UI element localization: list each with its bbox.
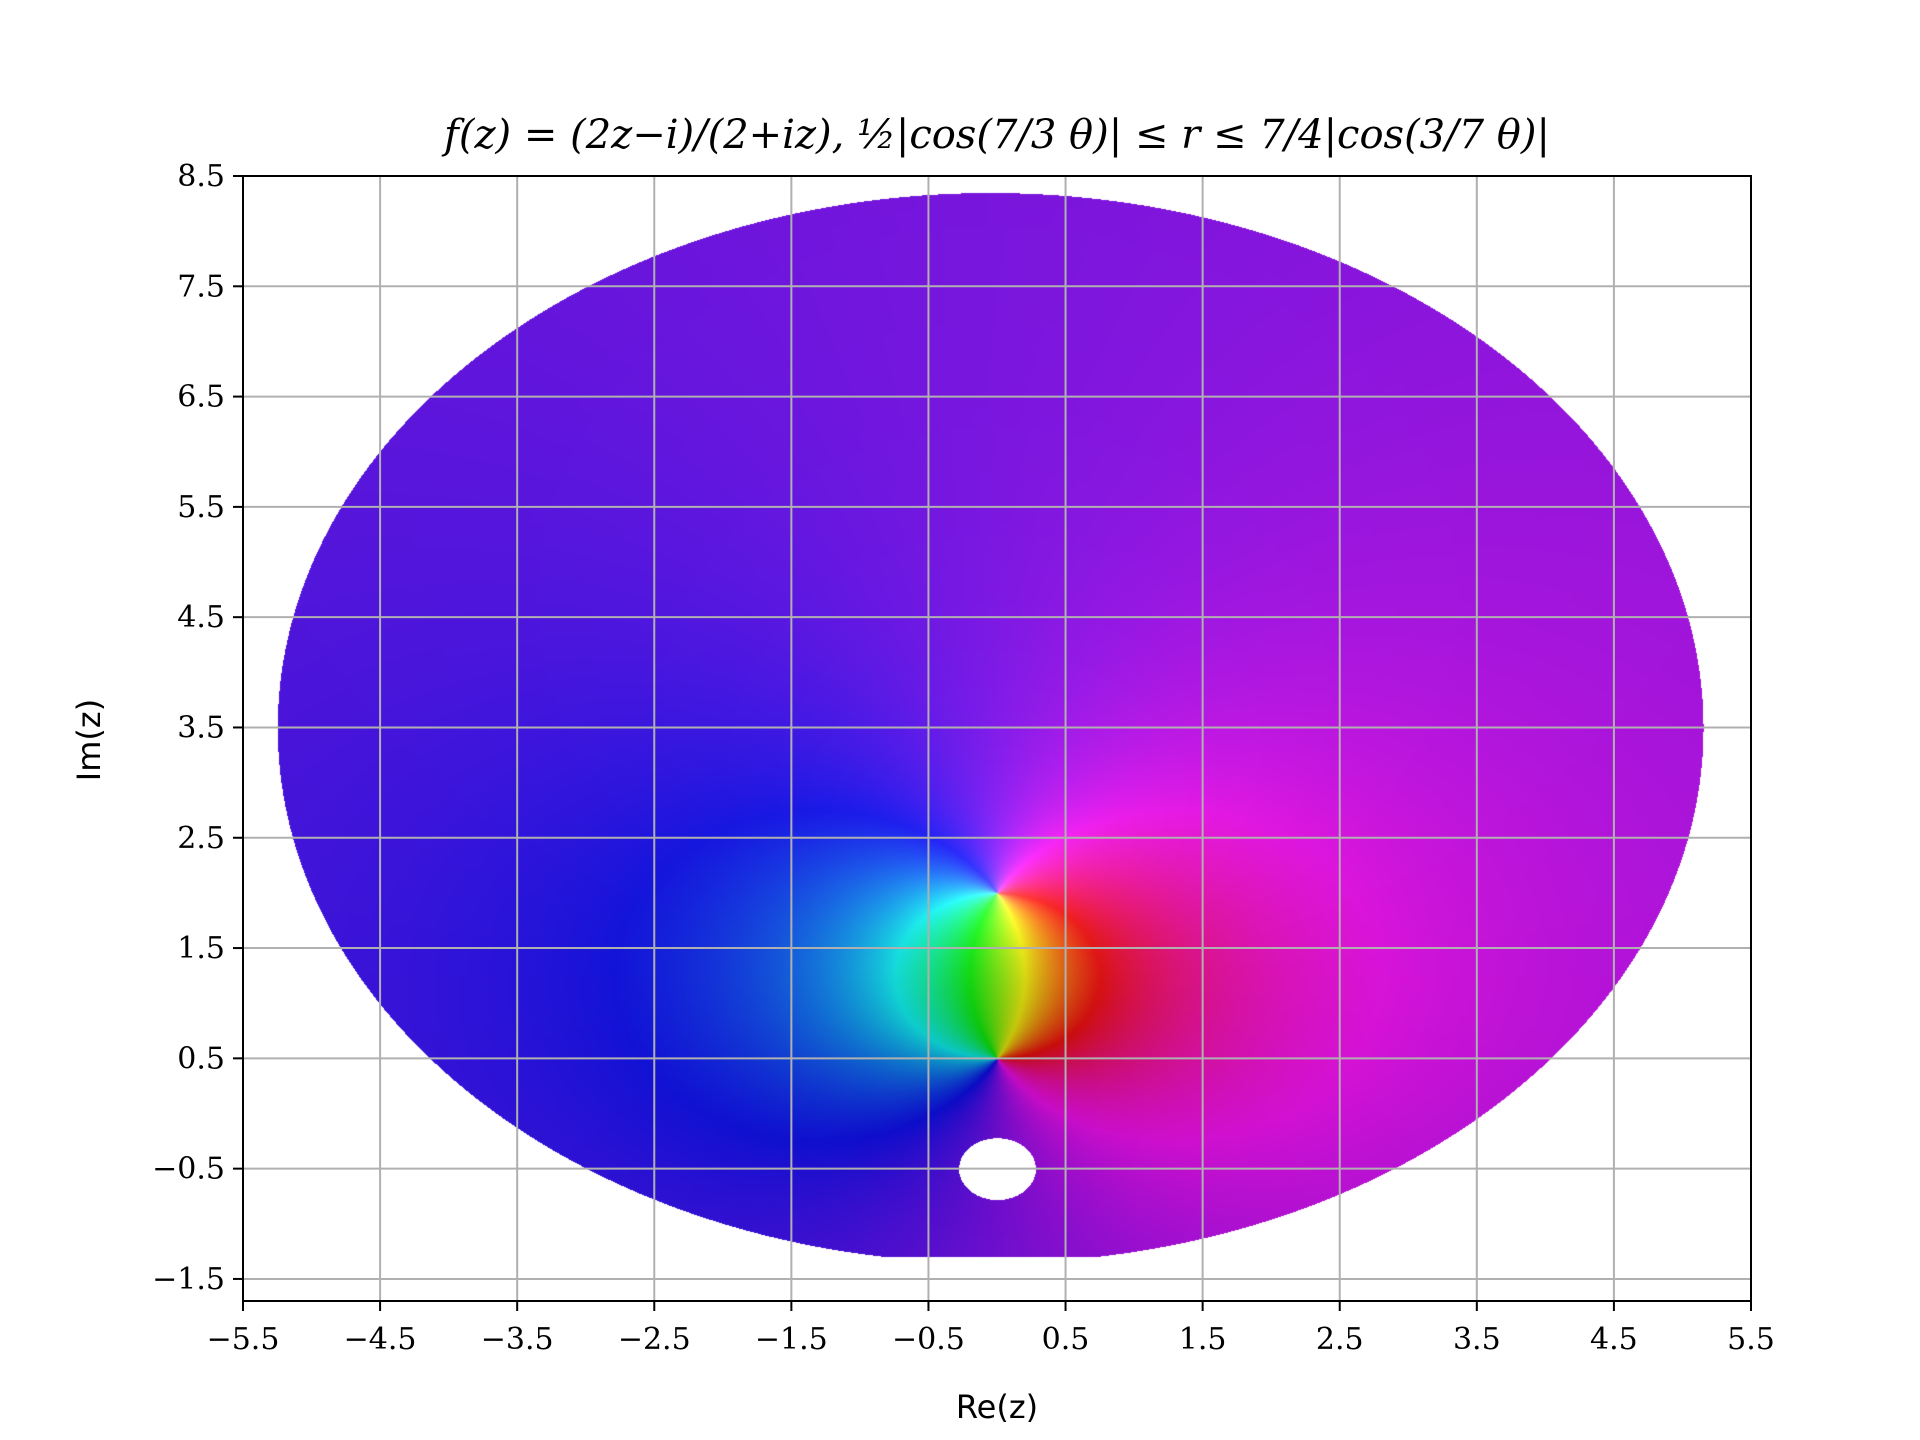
x-tick-label: 2.5: [1316, 1322, 1364, 1357]
x-tick-label: 0.5: [1042, 1322, 1090, 1357]
y-axis-ticks: 8.5 7.5 6.5 5.5 4.5 3.5 2.5 1.5 0.5 −0.5 −1.5: [152, 159, 243, 1297]
x-tick-label: −1.5: [755, 1322, 828, 1357]
y-tick-label: 2.5: [177, 821, 225, 856]
y-tick-label: 5.5: [177, 490, 225, 525]
x-tick-label: −5.5: [207, 1322, 280, 1357]
domain-coloring-image: [243, 176, 1751, 1301]
y-tick-label: 1.5: [177, 931, 225, 966]
y-tick-label: 0.5: [177, 1041, 225, 1076]
x-tick-label: 3.5: [1453, 1322, 1501, 1357]
chart-title: f(z) = (2z−i)/(2+iz), ½|cos(7/3 θ)| ≤ r …: [441, 112, 1550, 158]
x-axis-label: Re(z): [956, 1388, 1038, 1426]
x-tick-label: −4.5: [344, 1322, 417, 1357]
plot-area: [243, 176, 1751, 1301]
x-tick-label: 5.5: [1727, 1322, 1775, 1357]
x-tick-label: −3.5: [481, 1322, 554, 1357]
axes-frame: [242, 175, 1752, 1302]
y-axis-label: Im(z): [70, 699, 108, 781]
y-tick-label: 7.5: [177, 269, 225, 304]
y-tick-label: −1.5: [152, 1262, 225, 1297]
y-tick-label: 8.5: [177, 159, 225, 194]
x-tick-label: −2.5: [618, 1322, 691, 1357]
x-axis-ticks: −5.5 −4.5 −3.5 −2.5 −1.5 −0.5 0.5 1.5 2.5 3.5 4.5 5…: [207, 1301, 1775, 1357]
x-tick-label: −0.5: [892, 1322, 965, 1357]
x-tick-label: 1.5: [1179, 1322, 1227, 1357]
x-tick-label: 4.5: [1590, 1322, 1638, 1357]
y-tick-label: 4.5: [177, 600, 225, 635]
y-tick-label: 3.5: [177, 710, 225, 745]
y-tick-label: 6.5: [177, 380, 225, 415]
y-tick-label: −0.5: [152, 1152, 225, 1187]
